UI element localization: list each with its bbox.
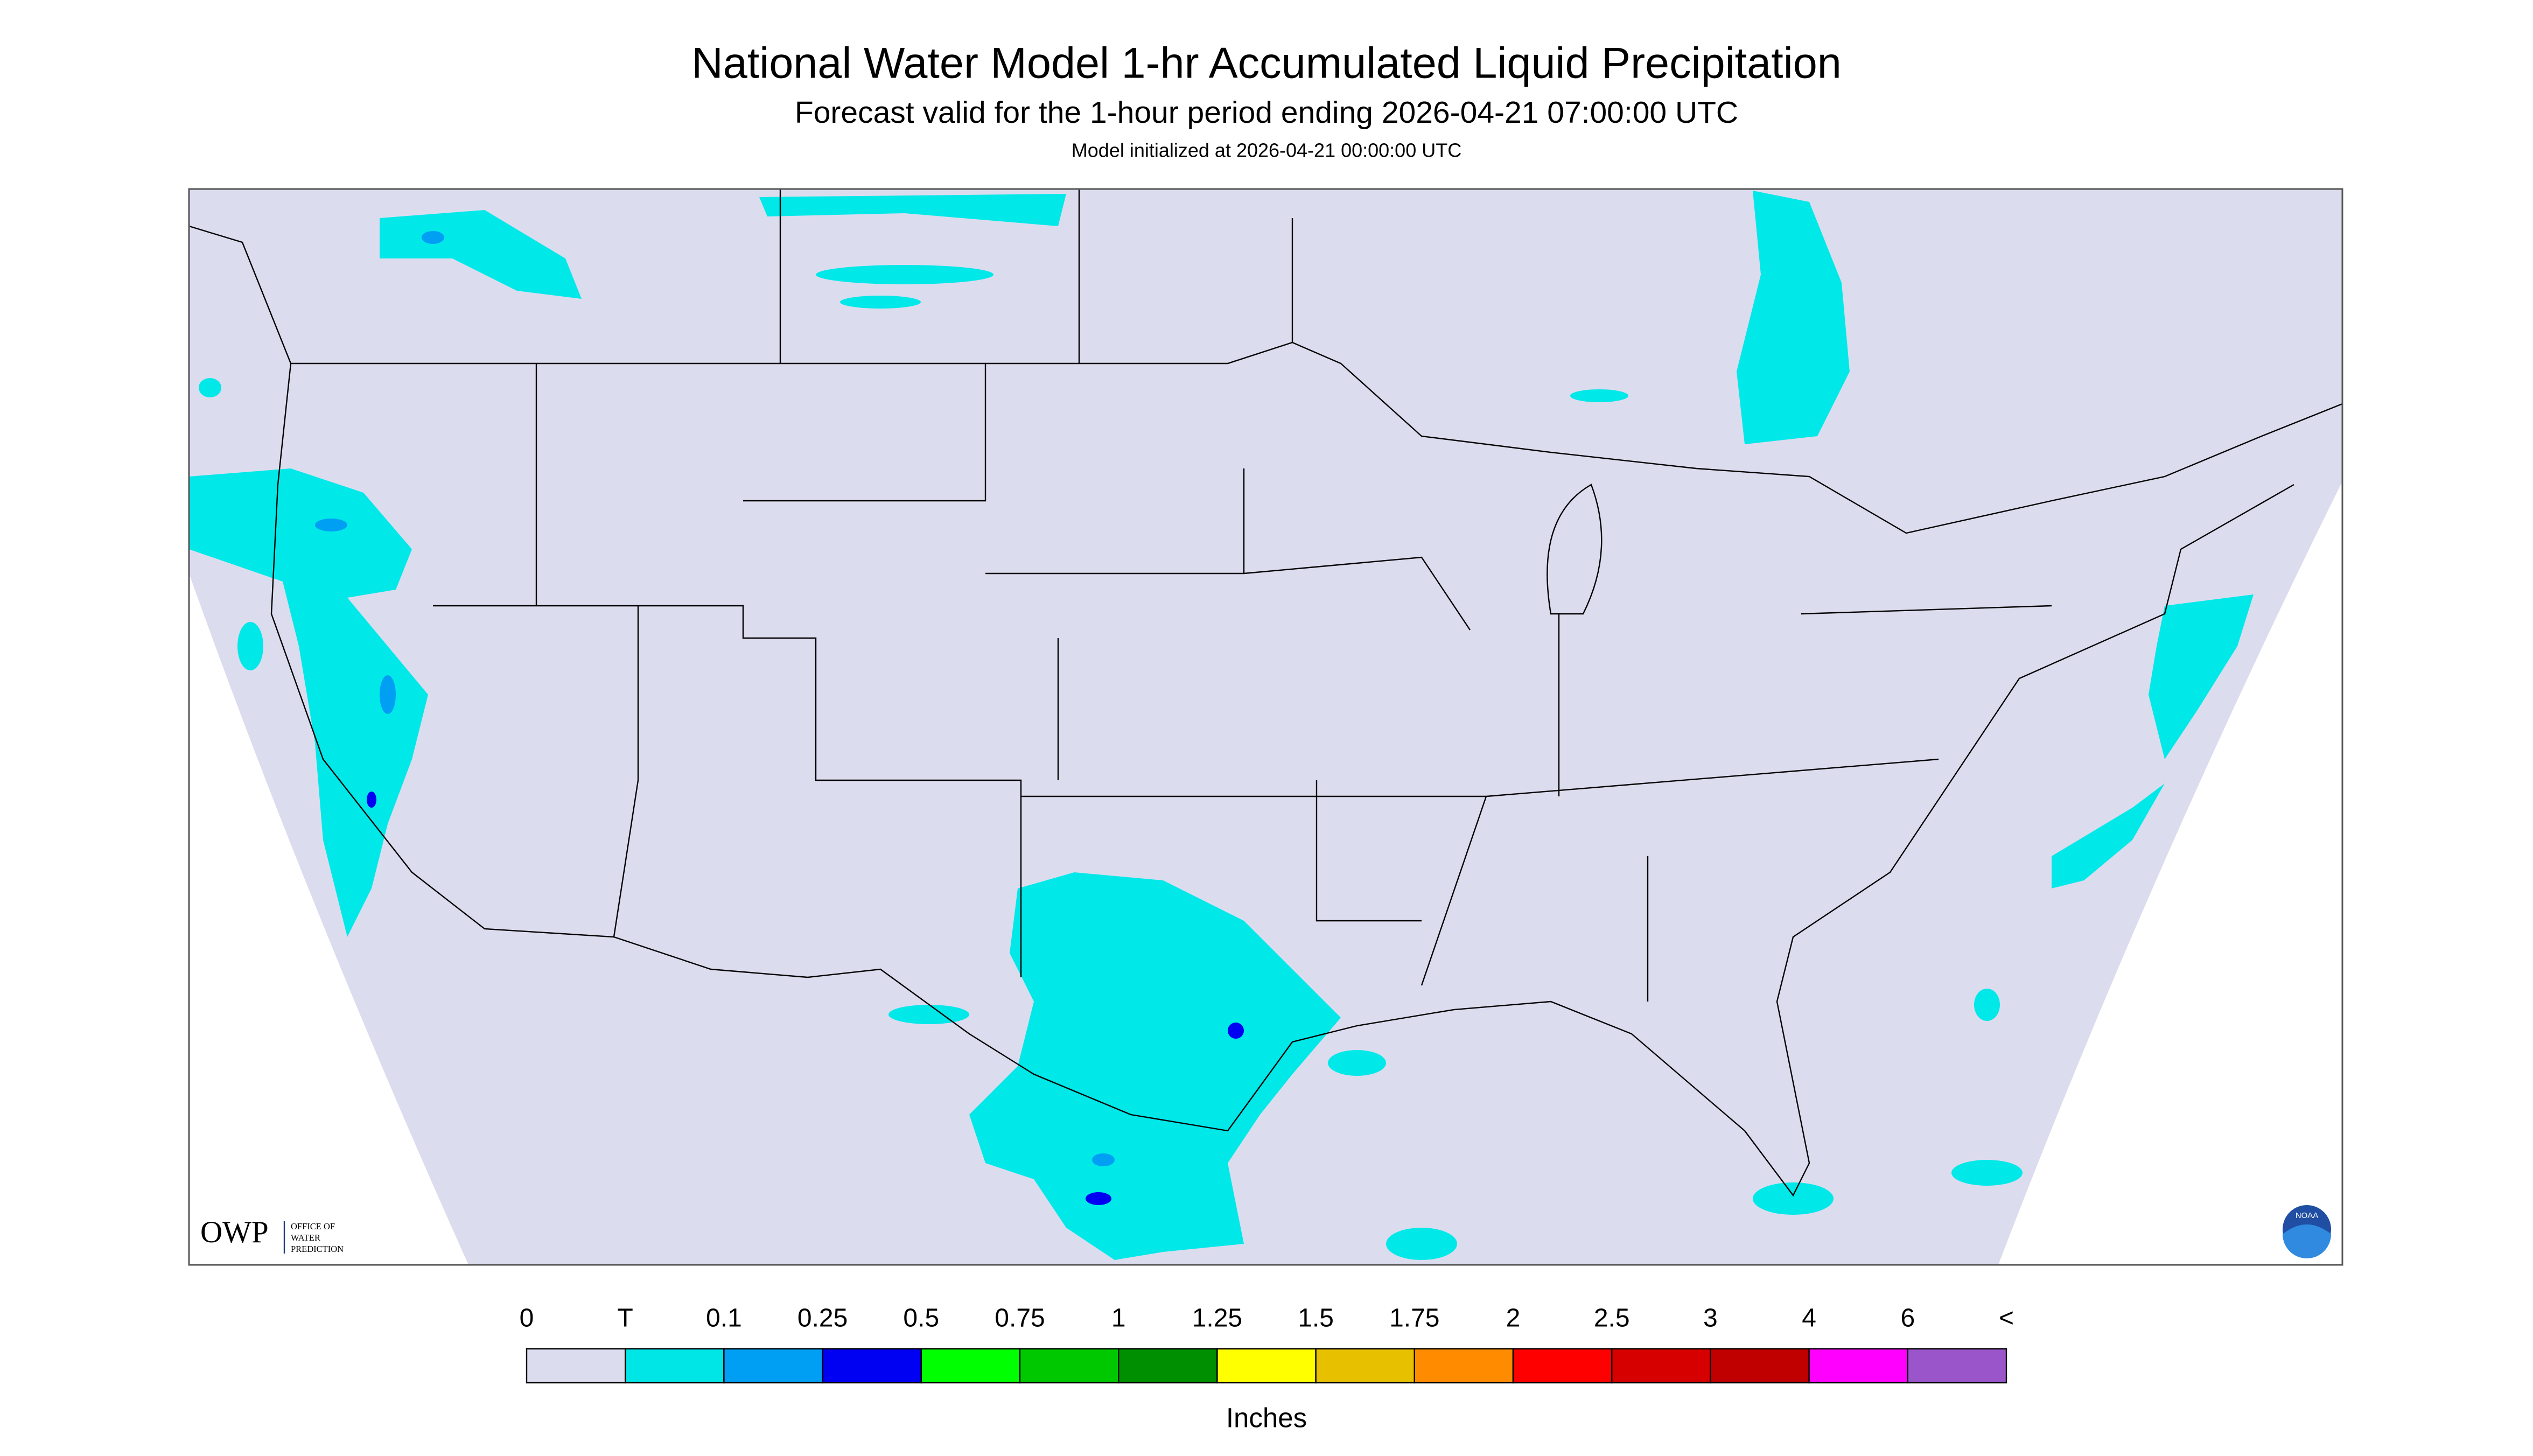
legend-label: < [1999,1304,2014,1333]
legend-label: 0.1 [706,1304,742,1333]
legend-swatch [822,1348,922,1384]
legend-label: 0.25 [797,1304,848,1333]
legend-swatch [723,1348,823,1384]
legend-label: 0.75 [995,1304,1045,1333]
legend-label: 1.75 [1389,1304,1439,1333]
init-note: Model initialized at 2026-04-21 00:00:00… [1072,139,1461,162]
legend-label: 1.5 [1298,1304,1334,1333]
legend: 0 T 0.1 0.25 0.5 0.75 1 1.25 1.5 1.75 2 2.5 3 4 6 < Inch… [520,1304,2014,1433]
legend-swatch [526,1348,626,1384]
legend-swatch [1710,1348,1810,1384]
legend-label: 1.25 [1192,1304,1242,1333]
precip-moderate [315,231,1115,1167]
legend-label: 1 [1111,1304,1126,1333]
legend-label: 2 [1506,1304,1521,1333]
legend-unit: Inches [1226,1402,1307,1433]
legend-swatch [1118,1348,1218,1384]
legend-label: 0.5 [903,1304,939,1333]
precip-heavy [367,792,1244,1206]
legend-swatch [1414,1348,1514,1384]
legend-label: 6 [1900,1304,1915,1333]
boundaries [188,189,2343,1197]
legend-label: 0 [520,1304,534,1333]
noaa-text: NOAA [2296,1211,2319,1220]
legend-swatch [1907,1348,2007,1384]
legend-label: 2.5 [1594,1304,1630,1333]
legend-swatch [1315,1348,1415,1384]
legend-swatch [1216,1348,1317,1384]
map: OWP OFFICE OF WATER PREDICTION NOAA [188,188,2343,1266]
legend-swatch [920,1348,1021,1384]
legend-swatch [1019,1348,1119,1384]
subtitle: Forecast valid for the 1-hour period end… [795,95,1738,130]
title: National Water Model 1-hr Accumulated Li… [691,39,1842,87]
noaa-wave [2283,1224,2331,1259]
legend-label: 3 [1703,1304,1718,1333]
logo-line: OFFICE OF [291,1221,335,1231]
logo-name: OWP [200,1215,269,1249]
logo-line: PREDICTION [291,1244,344,1254]
map-frame [188,188,2343,1266]
logo-line: WATER [291,1233,320,1243]
legend-swatch [1512,1348,1613,1384]
legend-label: T [618,1304,633,1333]
legend-swatch [1808,1348,1909,1384]
legend-swatch [625,1348,725,1384]
legend-swatch [1611,1348,1711,1384]
domain [189,189,2342,1265]
legend-label: 4 [1802,1304,1816,1333]
